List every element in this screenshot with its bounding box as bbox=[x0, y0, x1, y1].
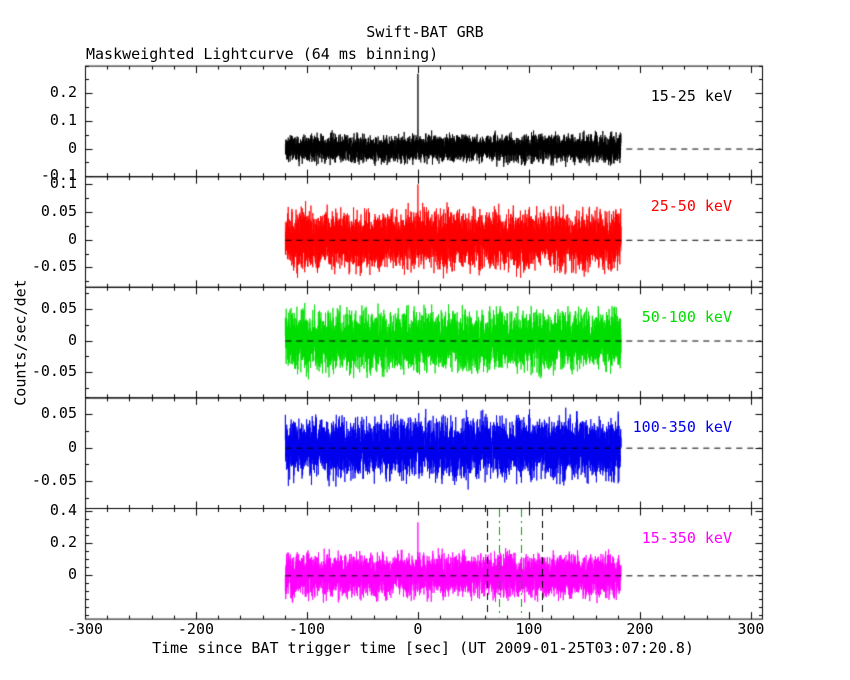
energy-band-label-50-100: 50-100 keV bbox=[641, 307, 732, 326]
x-tick-label: 100 bbox=[515, 620, 543, 638]
energy-band-label-25-50: 25-50 keV bbox=[650, 197, 732, 216]
y-tick-label: 0 bbox=[67, 138, 77, 157]
x-axis-label: Time since BAT trigger time [sec] (UT 20… bbox=[152, 639, 694, 657]
chart-title: Swift-BAT GRB bbox=[366, 23, 484, 41]
energy-band-label-15-25: 15-25 keV bbox=[650, 86, 732, 105]
y-tick-label: -0.05 bbox=[31, 257, 77, 276]
y-tick-label: -0.1 bbox=[40, 166, 77, 185]
y-tick-label: 0 bbox=[67, 437, 77, 456]
y-tick-label: 0.05 bbox=[40, 202, 77, 221]
energy-band-label-15-350: 15-350 keV bbox=[641, 529, 732, 547]
x-tick-label: -300 bbox=[66, 620, 104, 638]
x-tick-label: 0 bbox=[413, 620, 423, 638]
y-tick-label: -0.05 bbox=[31, 471, 77, 490]
energy-band-label-100-350: 100-350 keV bbox=[632, 418, 732, 437]
x-tick-label: -100 bbox=[288, 620, 326, 638]
y-tick-label: 0 bbox=[67, 330, 77, 349]
y-tick-label: 0.2 bbox=[49, 83, 77, 102]
y-tick-label: 0 bbox=[67, 229, 77, 248]
x-tick-label: 200 bbox=[626, 620, 654, 638]
y-tick-label: 0.05 bbox=[40, 404, 77, 423]
y-tick-label: -0.05 bbox=[31, 362, 77, 381]
x-tick-label: -200 bbox=[177, 620, 215, 638]
y-tick-label: 0.1 bbox=[49, 110, 77, 129]
y-tick-label: 0.05 bbox=[40, 298, 77, 317]
x-tick-label: 300 bbox=[737, 620, 765, 638]
chart-subtitle: Maskweighted Lightcurve (64 ms binning) bbox=[86, 45, 439, 63]
y-tick-label: 0.1 bbox=[49, 174, 77, 193]
y-tick-label: 0.4 bbox=[49, 501, 77, 520]
y-tick-label: 0.2 bbox=[49, 533, 77, 552]
y-tick-label: 0 bbox=[67, 565, 77, 584]
